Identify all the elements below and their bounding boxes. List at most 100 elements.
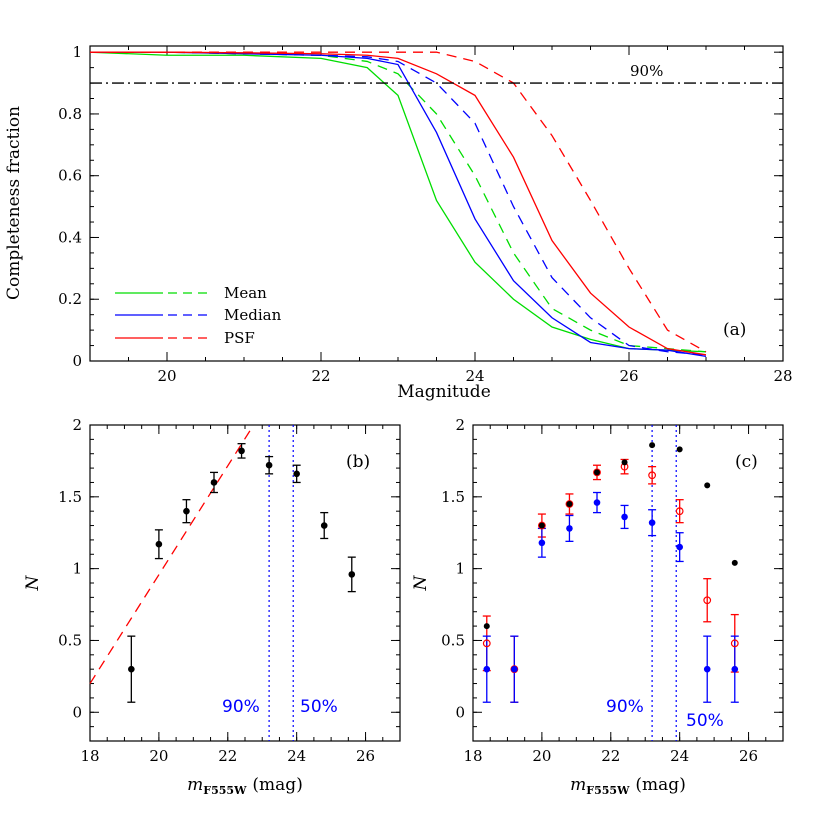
panel-c-xtick-label: 26	[739, 747, 758, 765]
panel-c-blue-point	[648, 519, 656, 526]
panel-c-xtick-label: 22	[601, 747, 620, 765]
panel-c-xlabel-sub: F555W	[586, 784, 630, 797]
panel-b-fit-line	[89, 424, 255, 684]
panel-c-ytick-label: 0.5	[441, 631, 465, 649]
panel-c-red-open-point	[675, 507, 684, 516]
panel-b-xtick-label: 20	[149, 747, 168, 765]
panel-a-ylabel: Completeness fraction	[4, 106, 24, 300]
panel-c-red-open-point	[565, 500, 574, 508]
panel-c-xtick-label: 24	[670, 747, 689, 765]
panel-b-counts: 18 20 22 24 26 0 0.5 1 1.5 2 (b) 90% 50% N mF555W…	[23, 416, 401, 797]
panel-b-data-point	[348, 571, 356, 578]
panel-b-90pct-label: 90%	[222, 697, 260, 717]
panel-b-xlabel-main: m	[187, 775, 203, 795]
panel-b-data	[89, 424, 356, 741]
completeness-curve-psf-solid	[90, 51, 707, 356]
panel-c-ytick-label: 2	[455, 416, 465, 434]
panel-b-ytick-label: 1	[72, 560, 82, 578]
panel-c-label: (c)	[735, 452, 758, 472]
panel-c-frame	[472, 424, 784, 742]
legend-mean-label: Mean	[224, 284, 267, 302]
panel-c-red-open-point	[730, 639, 739, 648]
panel-a-ytick-label: 0.6	[58, 167, 82, 185]
panel-c-xlabel: mF555W (mag)	[570, 775, 686, 797]
panel-c-red-open-point	[482, 639, 491, 648]
panel-a-xtick-label: 26	[619, 367, 638, 385]
panel-c-black-point	[483, 623, 490, 630]
panel-c-red-open-point	[703, 596, 712, 605]
completeness-curve-mean-dashed	[90, 51, 707, 353]
panel-b-data-point	[183, 507, 190, 515]
panel-a-ytick-label: 1	[72, 43, 82, 61]
panel-c-data	[482, 425, 739, 741]
panel-b-data-point	[210, 479, 218, 486]
panel-c-ylabel: N	[411, 574, 431, 591]
panel-b-xtick-label: 22	[218, 747, 237, 765]
panel-c-black-point	[566, 501, 573, 507]
panel-b-ytick-label: 1.5	[58, 488, 82, 506]
panel-c-black-point	[649, 442, 656, 449]
panel-c-blue-point	[676, 543, 683, 551]
completeness-curve-median-solid	[90, 51, 707, 358]
panel-c-blue-point	[593, 499, 601, 506]
panel-c-black-point	[731, 559, 738, 566]
panel-c-blue-point	[566, 525, 573, 532]
completeness-curve-psf-dashed	[90, 51, 707, 353]
completeness-curve-median-dashed	[90, 51, 707, 356]
panel-a-ytick-label: 0.4	[58, 228, 82, 246]
legend-psf-label: PSF	[224, 329, 255, 347]
panel-c-90pct-label: 90%	[606, 697, 644, 717]
panel-b-data-point	[155, 540, 163, 548]
panel-a-ytick-label: 0.2	[58, 290, 82, 308]
panel-c-xtick-label: 18	[463, 747, 482, 765]
panel-c-xlabel-main: m	[570, 775, 586, 795]
panel-c-ytick-label: 0	[455, 703, 465, 721]
panel-b-ylabel: N	[23, 574, 43, 591]
panel-c-blue-point	[538, 539, 546, 547]
panel-a-frame	[89, 45, 784, 362]
panel-c-black-point	[621, 459, 628, 466]
panel-a-xlabel: Magnitude	[397, 382, 491, 402]
panel-c-ytick-label: 1	[455, 560, 465, 578]
panel-b-xtick-label: 24	[287, 747, 306, 765]
panel-a-legend: Mean Median PSF	[115, 284, 282, 347]
panel-c-blue-point	[731, 665, 739, 673]
panel-c-red-open-point	[648, 471, 657, 480]
panel-b-label: (b)	[346, 452, 370, 472]
panel-a-ytick-label: 0	[72, 352, 82, 370]
panel-c-counts: 18 20 22 24 26 0 0.5 1 1.5 2 (c) 90% 50% N mF555W…	[411, 416, 784, 797]
ninety-percent-label: 90%	[630, 62, 663, 80]
panel-b-ytick-label: 2	[72, 416, 82, 434]
panel-c-50pct-label: 50%	[686, 711, 724, 731]
panel-b-data-point	[293, 470, 300, 478]
panel-b-ytick-label: 0.5	[58, 631, 82, 649]
panel-c-blue-point	[511, 665, 518, 673]
panel-b-data-point	[320, 522, 328, 529]
panel-a-xtick-label: 22	[311, 367, 330, 385]
panel-b-data-point	[128, 665, 135, 673]
panel-c-red-open-point	[593, 468, 601, 477]
panel-c-blue-point	[703, 665, 711, 673]
panel-c-blue-point	[483, 665, 491, 673]
panel-c-xlabel-unit: (mag)	[635, 775, 685, 795]
completeness-curve-mean-solid	[89, 51, 707, 353]
panel-c-blue-point	[621, 513, 628, 521]
panel-c-black-point	[704, 482, 711, 489]
panel-b-xtick-label: 18	[80, 747, 99, 765]
panel-b-xlabel: mF555W (mag)	[187, 775, 303, 797]
panel-a-completeness: 20 22 24 26 28 0 0.2 0.4 0.6 0.8 1 90% (a) Magnitu…	[4, 43, 793, 402]
panel-c-xtick-label: 20	[532, 747, 551, 765]
panel-b-50pct-label: 50%	[300, 697, 338, 717]
panel-c-ytick-label: 1.5	[441, 488, 465, 506]
panel-c-ticks: 18 20 22 24 26 0 0.5 1 1.5 2	[441, 416, 784, 765]
panel-b-data-point	[265, 461, 273, 469]
panel-c-black-point	[676, 446, 683, 453]
panel-c-red-open-point	[537, 521, 546, 530]
panel-b-xtick-label: 26	[356, 747, 375, 765]
panel-c-black-point	[538, 522, 545, 529]
panel-a-xtick-label: 24	[465, 367, 484, 385]
panel-a-xtick-label: 20	[157, 367, 176, 385]
panel-a-series	[89, 51, 707, 358]
panel-b-ytick-label: 0	[72, 703, 82, 721]
panel-b-frame	[89, 424, 401, 742]
